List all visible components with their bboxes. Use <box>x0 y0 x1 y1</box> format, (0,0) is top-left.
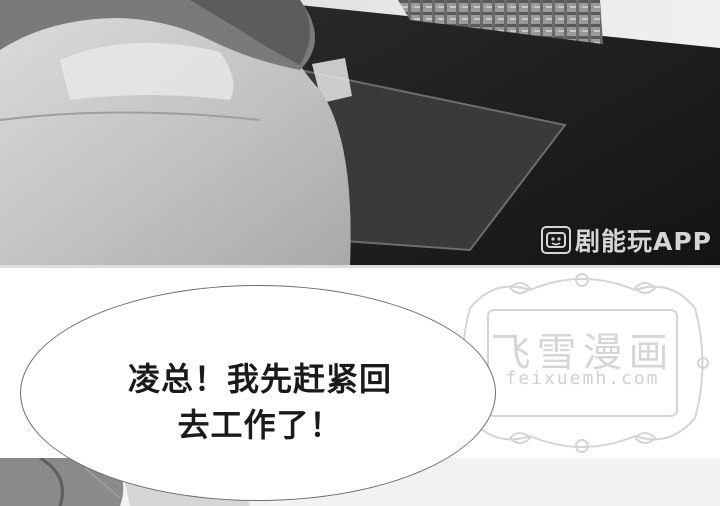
panel-divider <box>0 265 720 268</box>
app-watermark-text: 剧能玩APP <box>575 227 712 256</box>
film-reel-icon <box>541 226 571 254</box>
site-watermark-url: feixuemh.com <box>505 368 660 389</box>
speech-line-2: 去工作了！ <box>177 406 343 444</box>
speech-text: 凌总！我先赶紧回 去工作了！ <box>60 356 460 448</box>
speech-bubble <box>20 285 496 501</box>
ornamental-frame-icon <box>456 273 709 453</box>
comic-panel-top: 剧能玩APP <box>0 0 720 265</box>
site-watermark-title: 飞雪漫画 <box>490 330 675 376</box>
speech-line-1: 凌总！我先赶紧回 <box>127 360 392 398</box>
app-watermark: 剧能玩APP <box>541 222 712 258</box>
desk-scene-illustration <box>0 0 720 265</box>
site-watermark-stamp: 飞雪漫画 feixuemh.com <box>450 268 715 458</box>
